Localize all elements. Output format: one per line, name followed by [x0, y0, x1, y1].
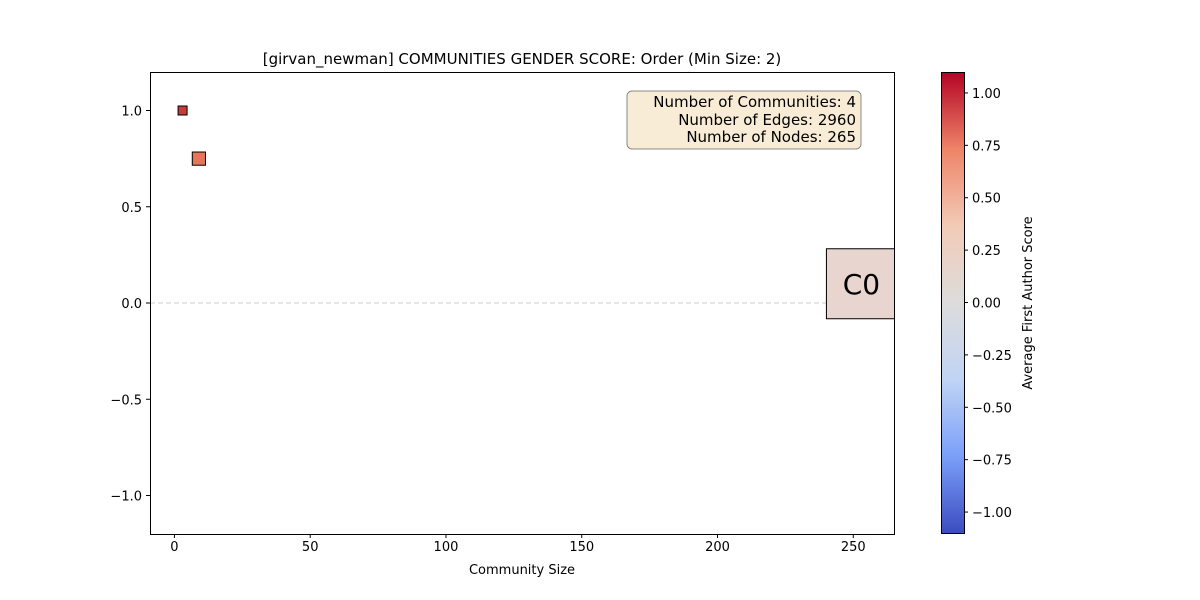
colorbar-tick-label: 0.75 — [972, 139, 1001, 154]
y-tick-label: 0.5 — [121, 201, 142, 216]
colorbar-tick-label: 0.25 — [972, 244, 1001, 259]
y-axis: 1.0 0.5 0.0 −0.5 −1.0 — [110, 105, 150, 505]
colorbar-tick-label: 0.50 — [972, 192, 1001, 207]
x-tick-label: 100 — [434, 540, 459, 555]
info-nodes: Number of Nodes: 265 — [686, 128, 856, 146]
x-axis: 0 50 100 150 200 250 — [170, 534, 866, 555]
colorbar-label: Average First Author Score — [1021, 216, 1036, 389]
colorbar-tick-label: −0.75 — [972, 454, 1012, 469]
x-tick-label: 150 — [569, 540, 594, 555]
community-marker-0 — [177, 105, 188, 116]
chart-title: [girvan_newman] COMMUNITIES GENDER SCORE… — [263, 50, 782, 69]
info-communities: Number of Communities: 4 — [653, 93, 856, 111]
plot-area: C0 — [150, 105, 894, 320]
y-tick-label: 0.0 — [121, 297, 142, 312]
x-tick-label: 250 — [841, 540, 866, 555]
colorbar-tick-label: −0.50 — [972, 401, 1012, 416]
x-tick-label: 50 — [302, 540, 319, 555]
y-tick-label: −0.5 — [110, 393, 142, 408]
info-box: Number of Communities: 4 Number of Edges… — [626, 90, 862, 150]
colorbar-tick-label: −0.25 — [972, 349, 1012, 364]
info-edges: Number of Edges: 2960 — [678, 111, 856, 129]
community-marker-1 — [191, 151, 206, 166]
colorbar-tick-label: 0.00 — [972, 297, 1001, 312]
community-marker-2 — [825, 248, 894, 320]
x-tick-label: 0 — [170, 540, 178, 555]
x-tick-label: 200 — [705, 540, 730, 555]
x-axis-label: Community Size — [469, 563, 575, 578]
colorbar — [941, 72, 965, 534]
colorbar-tick-label: 1.00 — [972, 87, 1001, 102]
colorbar-gradient — [941, 72, 965, 534]
plot-frame — [150, 72, 895, 535]
y-tick-label: 1.0 — [121, 105, 142, 120]
y-tick-label: −1.0 — [110, 490, 142, 505]
colorbar-tick-label: −1.00 — [972, 506, 1012, 521]
info-box-background — [626, 90, 862, 150]
colorbar-ticks: 1.00 0.75 0.50 0.25 0.00 −0.25 −0.50 −0.75 −1.00 — [964, 87, 1012, 521]
community-label-2: C0 — [843, 268, 880, 301]
